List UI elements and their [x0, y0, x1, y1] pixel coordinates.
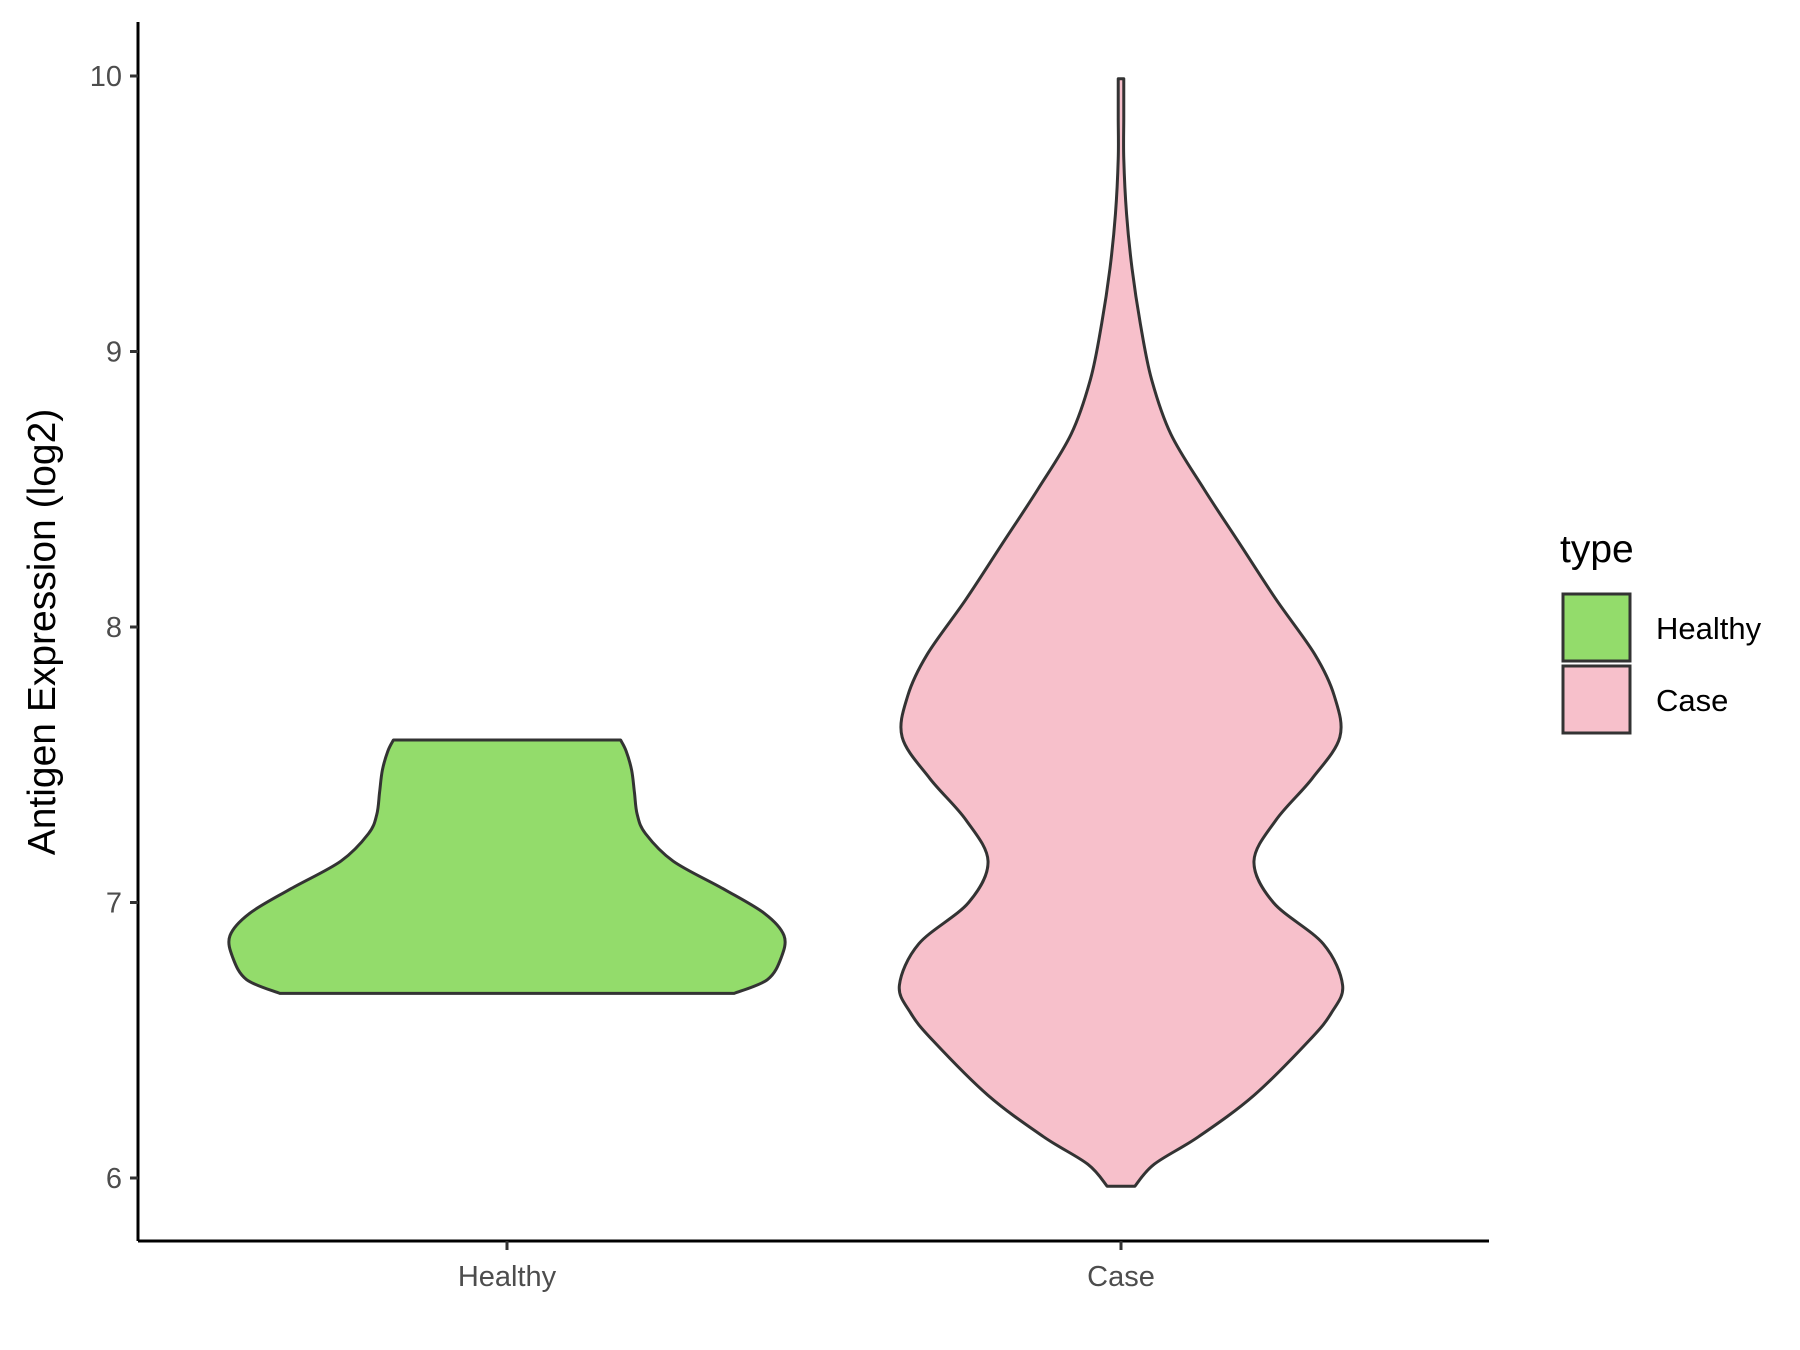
- y-ticks: 6 7 8 9 10: [90, 61, 138, 1195]
- legend: type Healthy Case: [1560, 528, 1762, 735]
- x-tick-label: Case: [1087, 1261, 1155, 1293]
- legend-label-case: Case: [1656, 683, 1728, 718]
- y-tick-label: 7: [106, 888, 122, 920]
- legend-title: type: [1560, 528, 1634, 571]
- y-tick-label: 10: [90, 61, 122, 93]
- y-tick-label: 9: [106, 337, 122, 369]
- violin-healthy: [227, 738, 787, 995]
- x-ticks: Healthy Case: [458, 1241, 1155, 1293]
- y-tick-label: 6: [106, 1163, 122, 1195]
- violin-case: [897, 77, 1345, 1188]
- legend-key-healthy: [1561, 592, 1632, 663]
- y-axis-title: Antigen Expression (log2): [21, 409, 64, 856]
- y-tick-label: 8: [106, 612, 122, 644]
- violin-layer: [227, 77, 1345, 1188]
- legend-key-case: [1561, 664, 1632, 735]
- legend-label-healthy: Healthy: [1656, 611, 1762, 646]
- x-tick-label: Healthy: [458, 1261, 557, 1293]
- axes-layer: [136, 22, 1489, 1243]
